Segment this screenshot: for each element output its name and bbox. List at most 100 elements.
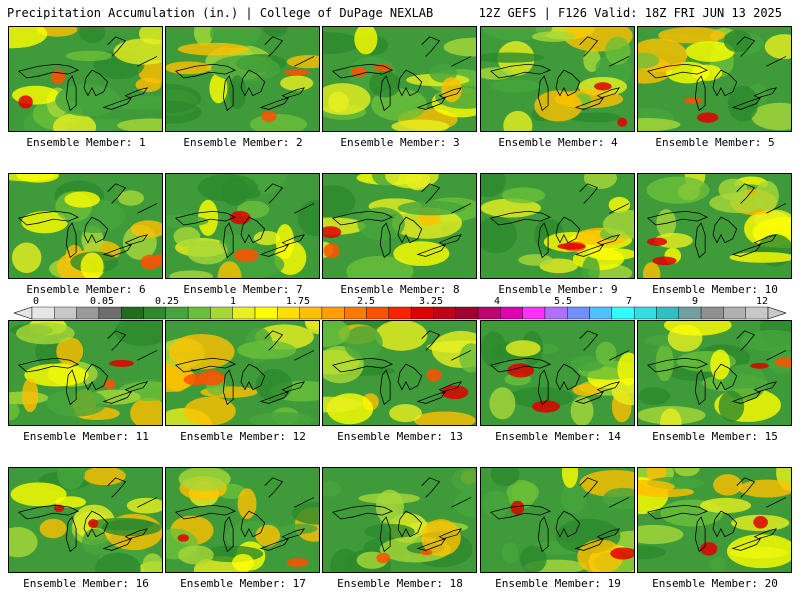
precip-contour [489, 387, 516, 420]
precip-contour [187, 240, 228, 265]
great-lakes-outline [175, 330, 315, 406]
ensemble-map-panel [480, 467, 635, 573]
precip-map [481, 321, 634, 425]
precip-contour [700, 497, 752, 514]
precip-contour [166, 363, 195, 393]
precip-contour [570, 355, 605, 372]
great-lakes-outline [175, 183, 315, 259]
precip-core [750, 362, 769, 369]
precip-contour [291, 502, 319, 525]
ensemble-map-panel [8, 26, 163, 132]
ensemble-member-label: Ensemble Member: 9 [498, 283, 618, 296]
precip-core [753, 515, 768, 529]
chart-title: Precipitation Accumulation (in.) | Colle… [7, 6, 434, 20]
precip-contour [481, 174, 506, 198]
colorbar-swatch [98, 306, 122, 320]
precip-contour [357, 207, 405, 241]
precip-map [166, 468, 319, 572]
precip-contour [397, 200, 466, 216]
precip-contour [255, 524, 281, 547]
precip-contour [281, 523, 318, 534]
precip-map [323, 321, 476, 425]
precip-contour [22, 378, 39, 413]
precip-contour [55, 84, 121, 117]
ensemble-member-label: Ensemble Member: 19 [495, 577, 621, 590]
colorbar-swatch [745, 306, 769, 320]
precip-contour [80, 252, 104, 278]
colorbar-tick-label: 1 [229, 296, 237, 307]
precip-contour [79, 27, 106, 43]
precip-contour [343, 326, 383, 361]
precip-contour [304, 321, 319, 335]
precip-core [697, 112, 719, 123]
precip-contour [751, 102, 791, 131]
ensemble-member-label: Ensemble Member: 11 [23, 430, 149, 443]
ensemble-map-panel [637, 320, 792, 426]
ensemble-member-label: Ensemble Member: 8 [340, 283, 460, 296]
precip-contour [232, 553, 255, 572]
colorbar-swatch [544, 306, 568, 320]
ensemble-map-panel [8, 467, 163, 573]
precip-contour [764, 34, 791, 60]
precip-contour [135, 77, 162, 93]
precip-map [481, 27, 634, 131]
precip-map [481, 174, 634, 278]
ensemble-member-label: Ensemble Member: 7 [183, 283, 303, 296]
colorbar-swatch [54, 306, 77, 320]
precip-contour [16, 174, 59, 183]
precip-contour [509, 387, 574, 408]
precip-contour [178, 545, 214, 565]
precip-core [286, 558, 309, 567]
precip-map [323, 468, 476, 572]
precip-map [166, 321, 319, 425]
precip-contour [674, 468, 700, 477]
precip-map [166, 27, 319, 131]
colorbar-swatch [143, 306, 167, 320]
precip-contour [168, 333, 235, 370]
colorbar-swatch [121, 306, 144, 320]
ensemble-map-panel [637, 173, 792, 279]
precip-contour [602, 487, 634, 510]
precip-contour [9, 526, 38, 558]
precip-core [610, 547, 634, 560]
header: Precipitation Accumulation (in.) | Colle… [0, 0, 800, 24]
precip-contour [10, 482, 67, 507]
precip-contour [481, 198, 541, 218]
ensemble-map-panel [637, 467, 792, 573]
colorbar-swatch [321, 306, 345, 320]
precip-contour [505, 340, 541, 357]
precip-contour [130, 397, 162, 425]
precip-contour [16, 322, 75, 345]
precip-contour [46, 388, 107, 417]
precip-contour [9, 27, 48, 49]
precip-contour [11, 242, 42, 274]
precip-contour [323, 185, 356, 218]
colorbar-swatch [187, 306, 211, 320]
ensemble-member-label: Ensemble Member: 3 [340, 136, 460, 149]
precip-core [18, 95, 33, 109]
colorbar-tick-label: 4 [493, 296, 501, 307]
colorbar-max-arrow [767, 306, 786, 320]
ensemble-map-panel [8, 173, 163, 279]
precip-contour [56, 337, 84, 366]
precip-contour [708, 556, 727, 572]
precip-contour [534, 90, 583, 122]
precip-contour [82, 468, 126, 486]
colorbar-tick-labels: 0 0.05 0.25 1 1.75 2.5 3.25 4 5.5 7 9 12 [0, 296, 800, 308]
precip-contour [638, 387, 671, 406]
colorbar-swatch [611, 306, 635, 320]
great-lakes-outline [647, 330, 787, 406]
precip-core [103, 379, 116, 389]
colorbar-tick-label: 5.5 [553, 296, 573, 307]
ensemble-member-label: Ensemble Member: 18 [337, 577, 463, 590]
precip-contour [451, 468, 476, 494]
precip-contour [323, 32, 362, 55]
precip-core [153, 254, 162, 267]
ensemble-map-panel [165, 320, 320, 426]
colorbar-tick-label: 3.25 [418, 296, 444, 307]
precip-contour [219, 234, 256, 254]
ensemble-member-label: Ensemble Member: 20 [652, 577, 778, 590]
precip-map [9, 468, 162, 572]
precip-core [426, 368, 442, 382]
precip-core [373, 64, 392, 72]
